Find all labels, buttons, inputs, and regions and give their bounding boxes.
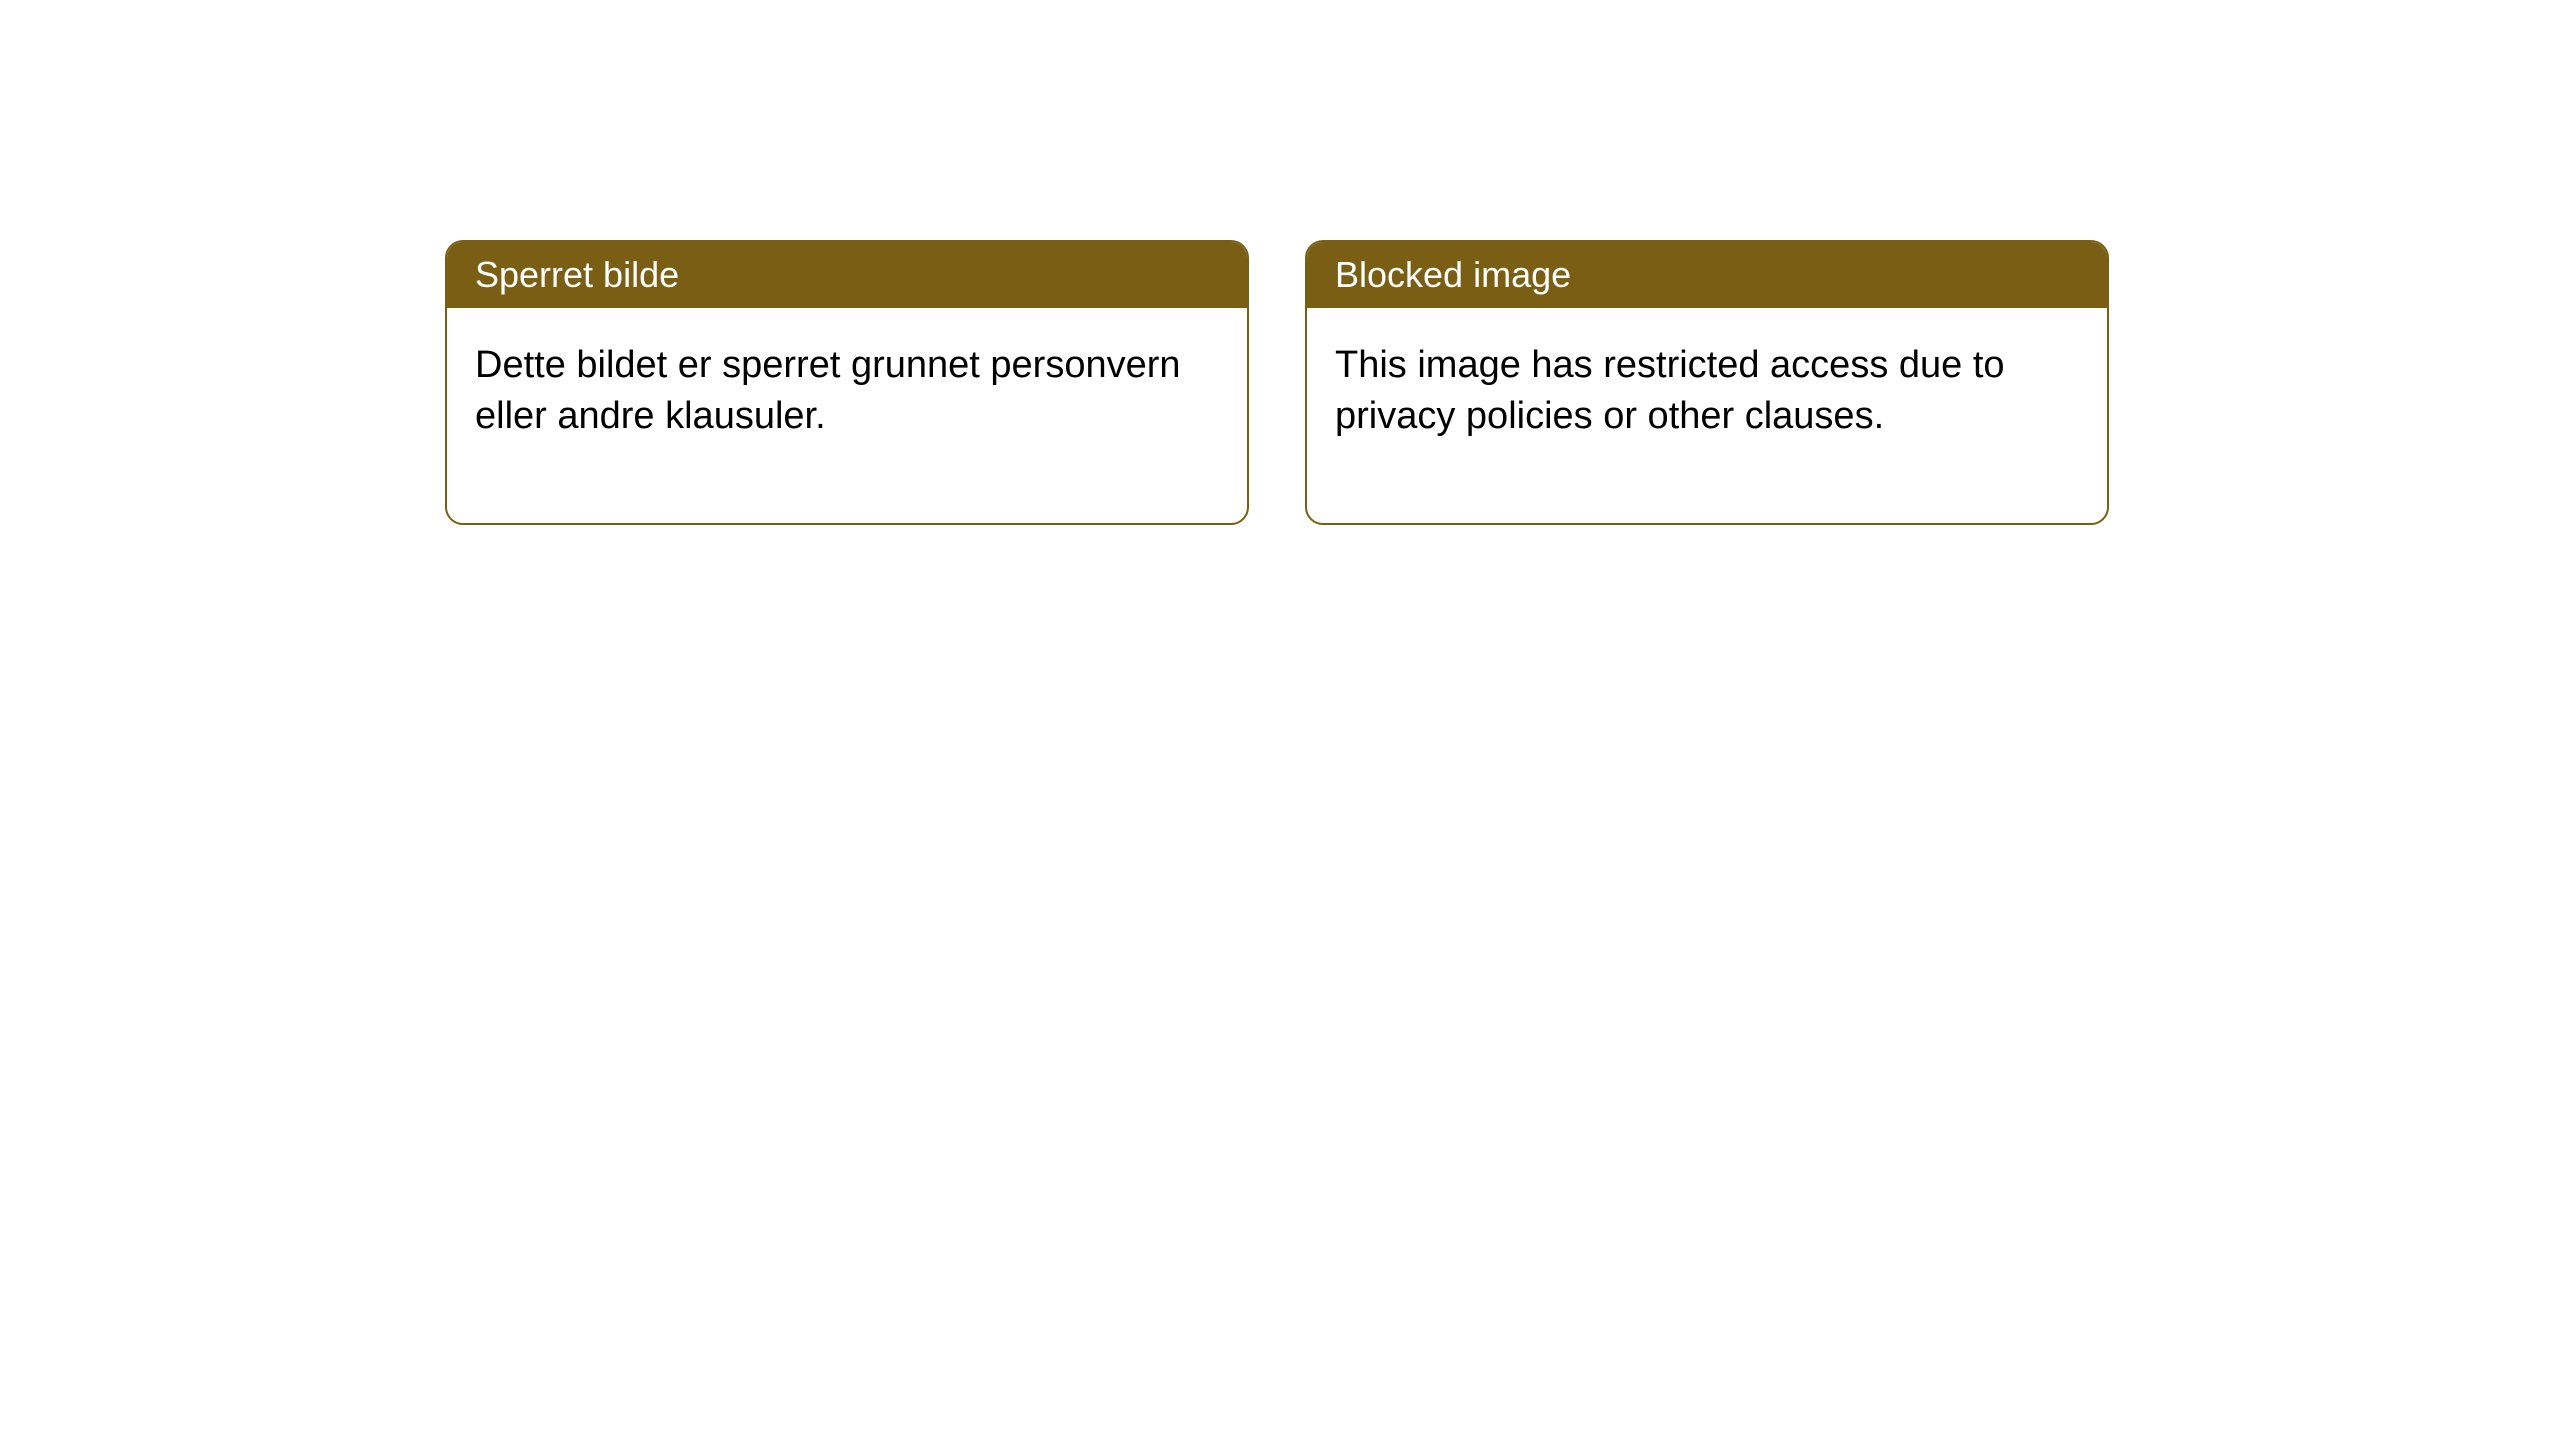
notice-card-norwegian: Sperret bilde Dette bildet er sperret gr… — [445, 240, 1249, 525]
notice-body-english: This image has restricted access due to … — [1307, 308, 2107, 523]
notice-header-english: Blocked image — [1307, 242, 2107, 308]
notice-card-english: Blocked image This image has restricted … — [1305, 240, 2109, 525]
notice-header-norwegian: Sperret bilde — [447, 242, 1247, 308]
notice-container: Sperret bilde Dette bildet er sperret gr… — [445, 240, 2109, 525]
notice-body-norwegian: Dette bildet er sperret grunnet personve… — [447, 308, 1247, 523]
